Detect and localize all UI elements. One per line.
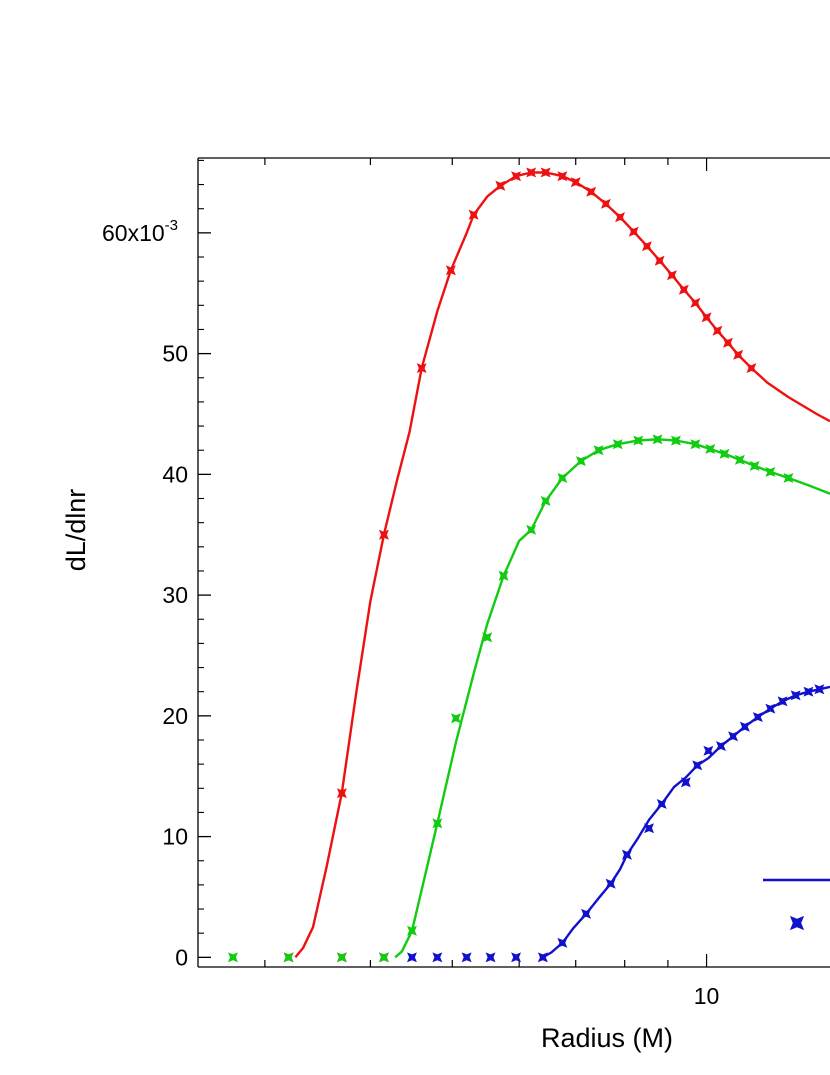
y-tick-label: 10 bbox=[162, 824, 188, 850]
series-2-point bbox=[593, 445, 604, 456]
series-1-point bbox=[712, 325, 723, 336]
series-2-point bbox=[705, 444, 716, 454]
series-3-zero-point bbox=[511, 952, 521, 963]
series-1-point bbox=[723, 337, 733, 348]
series-3-zero-point bbox=[407, 952, 417, 963]
series-2-point bbox=[734, 454, 745, 465]
series-2-point bbox=[482, 632, 493, 643]
y-tick-label: 20 bbox=[162, 703, 188, 729]
series-1-point bbox=[667, 270, 677, 281]
series-1-point bbox=[701, 312, 712, 323]
series-2-point bbox=[451, 713, 461, 724]
series-markers bbox=[228, 167, 825, 963]
series-2-point bbox=[671, 435, 681, 446]
y-axis-label: dL/dlnr bbox=[61, 489, 91, 572]
series-3-point bbox=[790, 690, 801, 701]
series-3-point bbox=[703, 745, 714, 756]
series-2-point bbox=[498, 570, 509, 581]
series-3-point bbox=[581, 908, 591, 919]
series-2-point bbox=[540, 496, 551, 506]
series-1-point bbox=[678, 284, 689, 295]
series-3-point bbox=[814, 684, 825, 695]
series-1-point bbox=[615, 212, 625, 223]
series-2-point bbox=[557, 473, 568, 483]
axis-ticks: 0 10 20 30 40 50 60x10-3 10 bbox=[102, 158, 719, 1009]
series-line-2 bbox=[394, 438, 830, 959]
series-3-zero-point bbox=[537, 952, 548, 963]
series-2-zero-point bbox=[379, 952, 389, 963]
series-2-point bbox=[612, 439, 623, 450]
series-3-zero-point bbox=[432, 952, 443, 963]
series-2-point bbox=[749, 461, 760, 471]
series-2-point bbox=[690, 439, 701, 450]
series-3-point bbox=[777, 696, 788, 707]
series-1-point bbox=[511, 171, 521, 182]
series-1-point bbox=[654, 255, 665, 266]
series-2-point bbox=[765, 467, 776, 477]
series-1-point bbox=[570, 177, 581, 188]
x-axis-label: Radius (M) bbox=[541, 1023, 673, 1053]
y-tick-label: 40 bbox=[162, 461, 188, 487]
series-3-point bbox=[728, 731, 738, 742]
y-tick-label: 30 bbox=[162, 582, 188, 608]
series-3-point bbox=[605, 878, 616, 889]
series-3-point bbox=[656, 799, 667, 809]
series-1-point bbox=[540, 167, 551, 178]
series-1-point bbox=[733, 349, 744, 360]
series-3-zero-point bbox=[485, 952, 496, 963]
series-2-point bbox=[576, 456, 586, 466]
series-1-point bbox=[445, 265, 456, 276]
series-lines bbox=[294, 171, 830, 959]
y-tick-label: 60x10-3 bbox=[102, 217, 178, 246]
legend bbox=[763, 878, 830, 931]
series-3-point bbox=[622, 849, 632, 860]
series-3-point bbox=[803, 686, 814, 697]
series-3-zero-point bbox=[461, 952, 472, 963]
series-1-point bbox=[468, 209, 479, 220]
series-2-point bbox=[633, 435, 644, 446]
series-2-point bbox=[526, 524, 537, 535]
series-1-point bbox=[557, 171, 568, 182]
y-tick-label: 50 bbox=[162, 341, 188, 367]
series-1-point bbox=[336, 788, 347, 799]
series-1-point bbox=[642, 241, 652, 252]
series-3-point bbox=[765, 703, 776, 714]
x-tick-label: 10 bbox=[694, 983, 720, 1009]
series-3-point bbox=[692, 760, 703, 771]
series-3-point bbox=[680, 777, 691, 788]
series-3-point bbox=[752, 712, 763, 722]
series-2-zero-point bbox=[283, 952, 294, 963]
series-1-point bbox=[746, 363, 757, 373]
series-1-point bbox=[379, 529, 389, 540]
series-2-point bbox=[719, 448, 730, 459]
series-1-point bbox=[690, 297, 701, 308]
series-2-point bbox=[783, 473, 794, 483]
series-1-point bbox=[586, 186, 597, 197]
series-3-point bbox=[716, 741, 726, 751]
series-1-point bbox=[526, 167, 537, 178]
series-3-point bbox=[739, 721, 750, 732]
series-3-point bbox=[557, 937, 568, 948]
series-1-point bbox=[416, 363, 427, 373]
legend-marker-sample bbox=[789, 915, 805, 931]
series-2-point bbox=[407, 925, 417, 936]
plot-frame bbox=[197, 157, 830, 968]
y-tick-label: 0 bbox=[175, 944, 188, 970]
series-2-point bbox=[652, 434, 663, 445]
series-2-point bbox=[432, 818, 443, 829]
series-line-1 bbox=[294, 171, 830, 959]
series-1-point bbox=[628, 226, 639, 237]
series-2-zero-point bbox=[336, 952, 347, 963]
series-3-point bbox=[644, 823, 654, 834]
series-1-point bbox=[495, 180, 506, 191]
series-2-zero-point bbox=[228, 952, 238, 963]
series-1-point bbox=[600, 198, 611, 209]
